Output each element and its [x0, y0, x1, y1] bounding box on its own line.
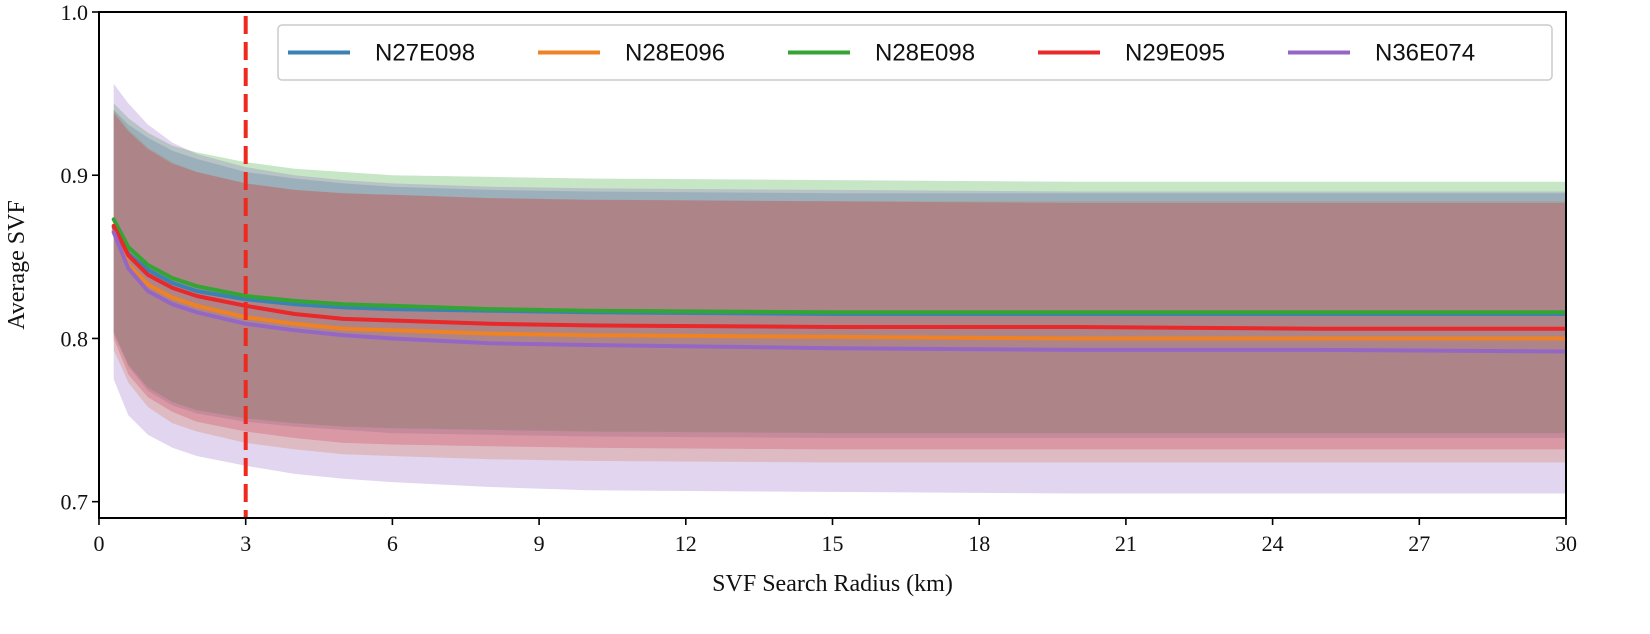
- series-lines: [111, 217, 1566, 354]
- legend-label: N28E098: [875, 40, 975, 67]
- band-n27e098: [113, 109, 1566, 438]
- line-n36e074: [111, 230, 1566, 354]
- y-axis-title: Average SVF: [4, 200, 30, 330]
- y-tick-label: 0.9: [61, 163, 89, 188]
- y-tick-label: 0.7: [61, 490, 89, 515]
- line-n28e096: [111, 228, 1566, 341]
- x-tick-label: 21: [1115, 531, 1137, 556]
- x-tick-label: 30: [1555, 531, 1577, 556]
- band-n28e096: [113, 109, 1566, 463]
- x-tick-label: 3: [240, 531, 251, 556]
- x-tick-label: 27: [1408, 531, 1430, 556]
- y-tick-label: 0.8: [61, 326, 89, 351]
- legend-label: N29E095: [1125, 40, 1225, 67]
- band-n29e095: [113, 113, 1566, 450]
- band-n36e074: [113, 83, 1566, 494]
- x-tick-label: 15: [822, 531, 844, 556]
- x-axis-title: SVF Search Radius (km): [712, 571, 953, 597]
- y-tick-label: 1.0: [61, 0, 89, 25]
- legend-label: N27E098: [375, 40, 475, 67]
- x-tick-label: 0: [94, 531, 105, 556]
- legend-label: N36E074: [1375, 40, 1475, 67]
- x-tick-label: 24: [1262, 531, 1284, 556]
- confidence-bands: [113, 83, 1566, 494]
- x-tick-label: 6: [387, 531, 398, 556]
- x-tick-label: 18: [968, 531, 990, 556]
- legend-box: [277, 24, 1553, 81]
- legend-label: N28E096: [625, 40, 725, 67]
- x-tick-label: 9: [534, 531, 545, 556]
- line-n29e095: [111, 223, 1566, 331]
- line-n28e098: [111, 217, 1566, 315]
- axes: 0 3 6 9 12 15 18 21 24 27 30 0.7 0.8 0.9 1.0 SVF Search…: [4, 0, 1577, 597]
- x-tick-label: 12: [675, 531, 697, 556]
- legend: N27E098 N28E096 N28E098 N29E095 N36E074: [277, 24, 1553, 81]
